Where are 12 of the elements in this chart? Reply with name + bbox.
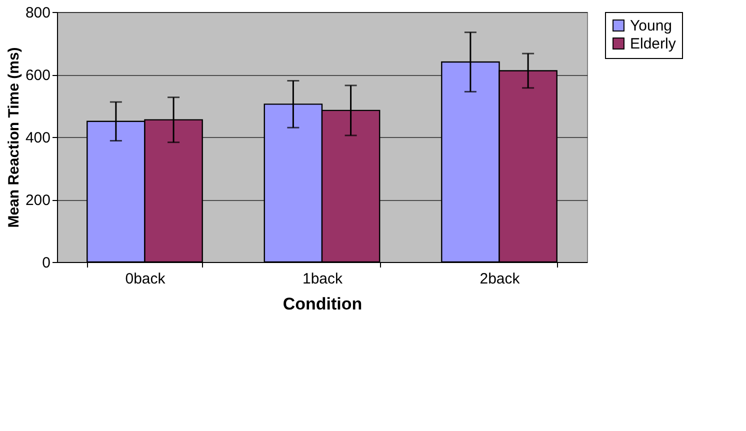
legend-label: Elderly bbox=[630, 36, 676, 52]
y-tick-label: 200 bbox=[25, 192, 50, 209]
y-tick-label: 0 bbox=[42, 254, 50, 272]
x-axis-title: Condition bbox=[282, 294, 362, 314]
x-tick-label: 0back bbox=[125, 270, 166, 288]
y-tick-label: 800 bbox=[25, 4, 50, 22]
y-tick-label: 400 bbox=[25, 130, 50, 146]
legend-label: Young bbox=[630, 18, 672, 34]
x-tick-label: 2back bbox=[480, 270, 520, 288]
y-tick-label: 600 bbox=[25, 67, 50, 84]
x-tick-label: 1back bbox=[302, 270, 344, 288]
y-axis-title: Mean Reaction Time (ms) bbox=[5, 47, 22, 228]
